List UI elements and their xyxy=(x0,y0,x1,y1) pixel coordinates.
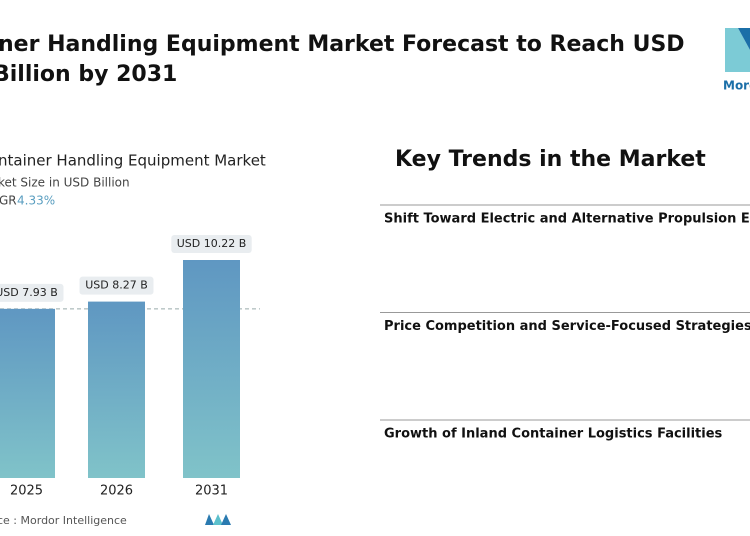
trend-item: Growth of Inland Container Logistics Fac… xyxy=(384,427,723,442)
value-label: USD 7.93 B xyxy=(0,286,58,299)
cagr-value: 4.33% xyxy=(17,194,55,208)
page-title: ner Handling Equipment Market Forecast t… xyxy=(0,32,685,57)
value-label: USD 8.27 B xyxy=(85,279,148,292)
x-tick-label: 2026 xyxy=(100,484,133,499)
source: ce : Mordor Intelligence xyxy=(0,514,127,527)
x-tick-label: 2031 xyxy=(195,484,228,499)
logo: Mord xyxy=(723,28,750,93)
cagr-label: GR xyxy=(0,194,17,208)
value-label-box xyxy=(0,283,64,302)
page-title: Billion by 2031 xyxy=(0,62,177,87)
trends-title: Key Trends in the Market xyxy=(395,147,706,172)
chart-title: ntainer Handling Equipment Market xyxy=(0,152,266,170)
value-label: USD 10.22 B xyxy=(177,237,247,250)
logo-text: Mord xyxy=(723,79,750,93)
trend-item: Price Competition and Service-Focused St… xyxy=(384,319,750,334)
chart-subtitle: ket Size in USD Billion xyxy=(0,176,130,190)
bar xyxy=(183,260,240,478)
value-label-box xyxy=(79,276,154,295)
value-label-box xyxy=(171,235,252,253)
x-tick-label: 2025 xyxy=(10,484,43,499)
bar xyxy=(88,301,145,478)
trend-item: Shift Toward Electric and Alternative Pr… xyxy=(384,212,750,227)
bar xyxy=(0,308,55,478)
source-logo xyxy=(205,514,231,525)
